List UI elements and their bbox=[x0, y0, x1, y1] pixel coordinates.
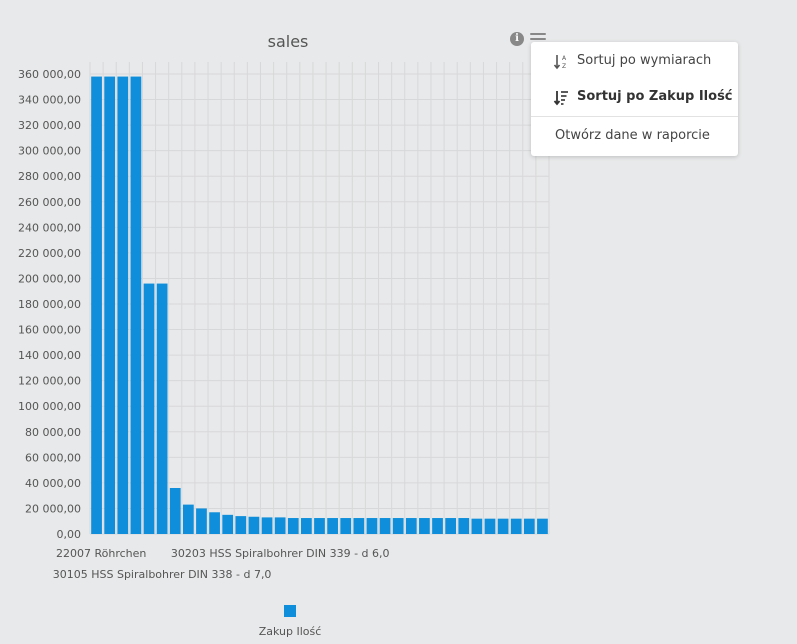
y-tick-label: 120 000,00 bbox=[18, 375, 81, 388]
svg-text:Z: Z bbox=[562, 63, 566, 70]
bar[interactable] bbox=[327, 518, 338, 534]
menu-item-sort-by-measure[interactable]: Sortuj po Zakup Ilość bbox=[531, 83, 738, 111]
y-tick-label: 300 000,00 bbox=[18, 145, 81, 158]
bars bbox=[91, 76, 548, 534]
bar[interactable] bbox=[209, 512, 220, 534]
menu-item-label: Sortuj po Zakup Ilość bbox=[577, 89, 733, 104]
menu-item-sort-by-dimensions[interactable]: A Z Sortuj po wymiarach bbox=[531, 47, 738, 75]
bar[interactable] bbox=[405, 518, 417, 534]
bar[interactable] bbox=[169, 488, 181, 534]
bar[interactable] bbox=[248, 516, 260, 534]
menu-divider bbox=[531, 116, 738, 117]
bar[interactable] bbox=[222, 514, 234, 534]
legend-label[interactable]: Zakup Ilość bbox=[259, 625, 322, 638]
menu-item-label: Sortuj po wymiarach bbox=[577, 53, 712, 68]
bar[interactable] bbox=[301, 518, 312, 534]
bar[interactable] bbox=[340, 518, 352, 534]
y-tick-label: 180 000,00 bbox=[18, 298, 81, 311]
y-tick-label: 240 000,00 bbox=[18, 221, 81, 234]
info-icon[interactable]: i bbox=[510, 32, 524, 46]
y-tick-label: 360 000,00 bbox=[18, 68, 81, 81]
bar[interactable] bbox=[196, 508, 207, 534]
bar[interactable] bbox=[353, 518, 365, 534]
bar[interactable] bbox=[497, 518, 509, 534]
bar[interactable] bbox=[117, 76, 129, 534]
bar[interactable] bbox=[314, 518, 325, 534]
x-tick-label: 22007 Röhrchen bbox=[56, 547, 146, 560]
x-tick-label: 30203 HSS Spiralbohrer DIN 339 - d 6,0 bbox=[171, 547, 390, 560]
bar[interactable] bbox=[91, 76, 102, 534]
menu-item-open-in-report[interactable]: Otwórz dane w raporcie bbox=[531, 122, 738, 150]
bar[interactable] bbox=[471, 518, 483, 534]
x-axis-ticks: 22007 Röhrchen 30105 HSS Spiralbohrer DIN… bbox=[53, 547, 390, 581]
x-tick-label: 30105 HSS Spiralbohrer DIN 338 - d 7,0 bbox=[53, 568, 272, 581]
bar[interactable] bbox=[287, 518, 299, 534]
bar[interactable] bbox=[445, 518, 457, 534]
sort-amount-icon bbox=[553, 91, 568, 106]
y-tick-label: 200 000,00 bbox=[18, 272, 81, 285]
bar[interactable] bbox=[537, 518, 548, 534]
hamburger-icon[interactable] bbox=[530, 33, 546, 45]
legend-swatch[interactable] bbox=[284, 605, 296, 617]
bar[interactable] bbox=[523, 518, 535, 534]
chart-title: sales bbox=[268, 32, 309, 51]
y-tick-label: 340 000,00 bbox=[18, 94, 81, 107]
bar[interactable] bbox=[366, 518, 378, 534]
y-tick-label: 40 000,00 bbox=[25, 477, 81, 490]
y-tick-label: 80 000,00 bbox=[25, 426, 81, 439]
y-tick-label: 20 000,00 bbox=[25, 502, 81, 515]
context-menu: A Z Sortuj po wymiarach Sortuj po Zakup … bbox=[531, 42, 738, 156]
y-tick-label: 100 000,00 bbox=[18, 400, 81, 413]
bar[interactable] bbox=[156, 283, 168, 534]
y-tick-label: 220 000,00 bbox=[18, 247, 81, 260]
bar[interactable] bbox=[419, 518, 430, 534]
sort-alpha-icon: A Z bbox=[553, 55, 567, 70]
bar[interactable] bbox=[432, 518, 443, 534]
bar[interactable] bbox=[261, 517, 273, 534]
y-tick-label: 260 000,00 bbox=[18, 196, 81, 209]
y-tick-label: 280 000,00 bbox=[18, 170, 81, 183]
y-tick-label: 0,00 bbox=[57, 528, 82, 541]
y-tick-label: 320 000,00 bbox=[18, 119, 81, 132]
y-tick-label: 60 000,00 bbox=[25, 451, 81, 464]
bar[interactable] bbox=[104, 76, 116, 534]
bar[interactable] bbox=[510, 518, 522, 534]
bar[interactable] bbox=[182, 504, 194, 534]
bar[interactable] bbox=[458, 518, 470, 534]
bar[interactable] bbox=[392, 518, 404, 534]
bar[interactable] bbox=[143, 283, 155, 534]
y-axis-ticks: 0,00 20 000,00 40 000,00 60 000,00 80 000,00… bbox=[18, 68, 81, 541]
bar[interactable] bbox=[484, 518, 496, 534]
bar[interactable] bbox=[274, 517, 286, 534]
bar[interactable] bbox=[130, 76, 142, 534]
y-tick-label: 140 000,00 bbox=[18, 349, 81, 362]
menu-item-label: Otwórz dane w raporcie bbox=[555, 128, 710, 143]
bar[interactable] bbox=[235, 516, 247, 534]
svg-text:A: A bbox=[562, 55, 567, 62]
bar[interactable] bbox=[379, 518, 391, 534]
y-tick-label: 160 000,00 bbox=[18, 324, 81, 337]
